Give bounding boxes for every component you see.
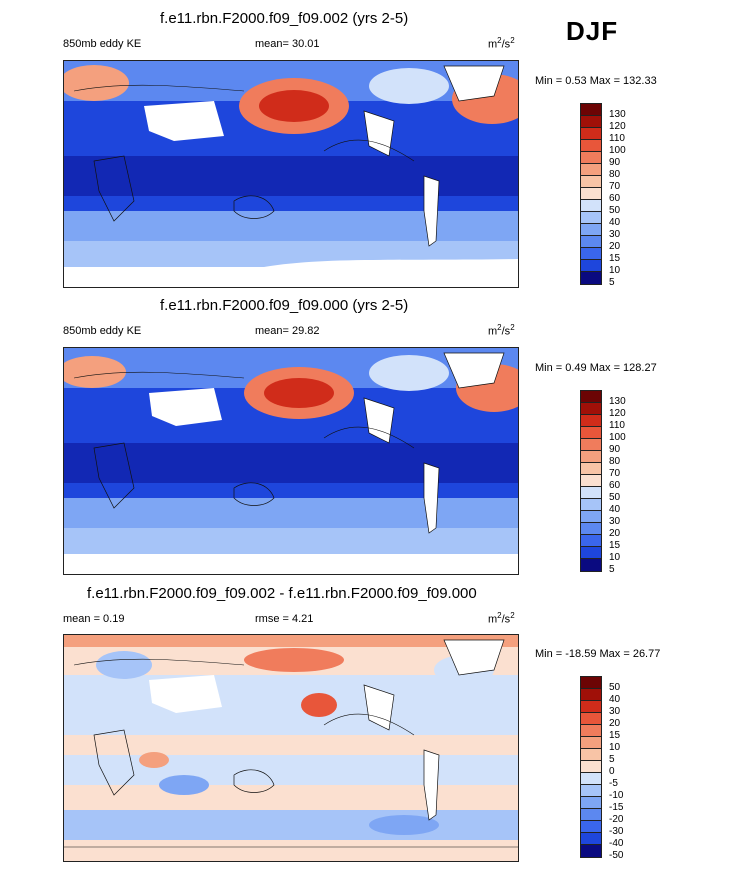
panel-2-tick: 15 [609, 540, 621, 551]
panel-2-mean-label: mean= 29.82 [255, 325, 320, 337]
panel-2-tick: 120 [609, 408, 626, 419]
panel-3-tick: 20 [609, 718, 621, 729]
panel-3-title: f.e11.rbn.F2000.f09_f09.002 - f.e11.rbn.… [87, 585, 477, 602]
panel-1-tick: 80 [609, 169, 621, 180]
panel-1-tick: 90 [609, 157, 621, 168]
panel-3-mean-label: mean = 0.19 [63, 613, 125, 625]
panel-3-units: m2/s2 [488, 611, 515, 626]
panel-3-rmse-label: rmse = 4.21 [255, 613, 314, 625]
panel-1-colorbar [580, 103, 602, 285]
panel-1-tick: 20 [609, 241, 621, 252]
panel-2-tick: 80 [609, 456, 621, 467]
panel-2-tick: 30 [609, 516, 621, 527]
panel-3-minmax: Min = -18.59 Max = 26.77 [535, 648, 661, 660]
panel-2-tick: 100 [609, 432, 626, 443]
panel-1-tick: 10 [609, 265, 621, 276]
panel-1-tick: 15 [609, 253, 621, 264]
panel-1-minmax: Min = 0.53 Max = 132.33 [535, 75, 657, 87]
panel-1-units: m2/s2 [488, 36, 515, 51]
panel-2-tick: 70 [609, 468, 621, 479]
panel-3-map [63, 634, 519, 862]
panel-3-tick: -5 [609, 778, 618, 789]
panel-1-tick: 30 [609, 229, 621, 240]
panel-3-tick: 30 [609, 706, 621, 717]
panel-3-tick: 5 [609, 754, 615, 765]
panel-1-tick: 100 [609, 145, 626, 156]
panel-1-map [63, 60, 519, 288]
panel-3-tick: -20 [609, 814, 624, 825]
panel-2-tick: 50 [609, 492, 621, 503]
panel-1-tick: 60 [609, 193, 621, 204]
panel-3-tick: -10 [609, 790, 624, 801]
panel-3-tick: 10 [609, 742, 621, 753]
panel-2-tick: 60 [609, 480, 621, 491]
panel-3-tick: 15 [609, 730, 621, 741]
panel-2-tick: 5 [609, 564, 615, 575]
panel-1-tick: 50 [609, 205, 621, 216]
panel-3-colorbar [580, 676, 602, 858]
panel-2-colorbar [580, 390, 602, 572]
panel-3-tick: 40 [609, 694, 621, 705]
panel-3-tick: -30 [609, 826, 624, 837]
panel-1-tick: 120 [609, 121, 626, 132]
panel-2-tick: 110 [609, 420, 625, 431]
panel-2-tick: 130 [609, 396, 626, 407]
panel-1-title: f.e11.rbn.F2000.f09_f09.002 (yrs 2-5) [160, 10, 409, 27]
panel-2-tick: 40 [609, 504, 621, 515]
panel-1-tick: 70 [609, 181, 621, 192]
panel-3-tick: -40 [609, 838, 624, 849]
panel-3-tick: -50 [609, 850, 624, 861]
panel-2-title: f.e11.rbn.F2000.f09_f09.000 (yrs 2-5) [160, 297, 409, 314]
panel-2-tick: 10 [609, 552, 621, 563]
panel-2-units: m2/s2 [488, 323, 515, 338]
panel-1-tick: 130 [609, 109, 626, 120]
panel-1-variable-label: 850mb eddy KE [63, 38, 142, 50]
panel-2-tick: 90 [609, 444, 621, 455]
panel-1-mean-label: mean= 30.01 [255, 38, 320, 50]
season-label: DJF [566, 16, 619, 46]
panel-1-tick: 40 [609, 217, 621, 228]
panel-1-tick: 110 [609, 133, 625, 144]
panel-3-tick: -15 [609, 802, 624, 813]
panel-3-tick: 0 [609, 766, 615, 777]
panel-2-map [63, 347, 519, 575]
panel-2-variable-label: 850mb eddy KE [63, 325, 142, 337]
panel-1-tick: 5 [609, 277, 615, 288]
panel-3-tick: 50 [609, 682, 621, 693]
panel-2-tick: 20 [609, 528, 621, 539]
panel-2-minmax: Min = 0.49 Max = 128.27 [535, 362, 657, 374]
